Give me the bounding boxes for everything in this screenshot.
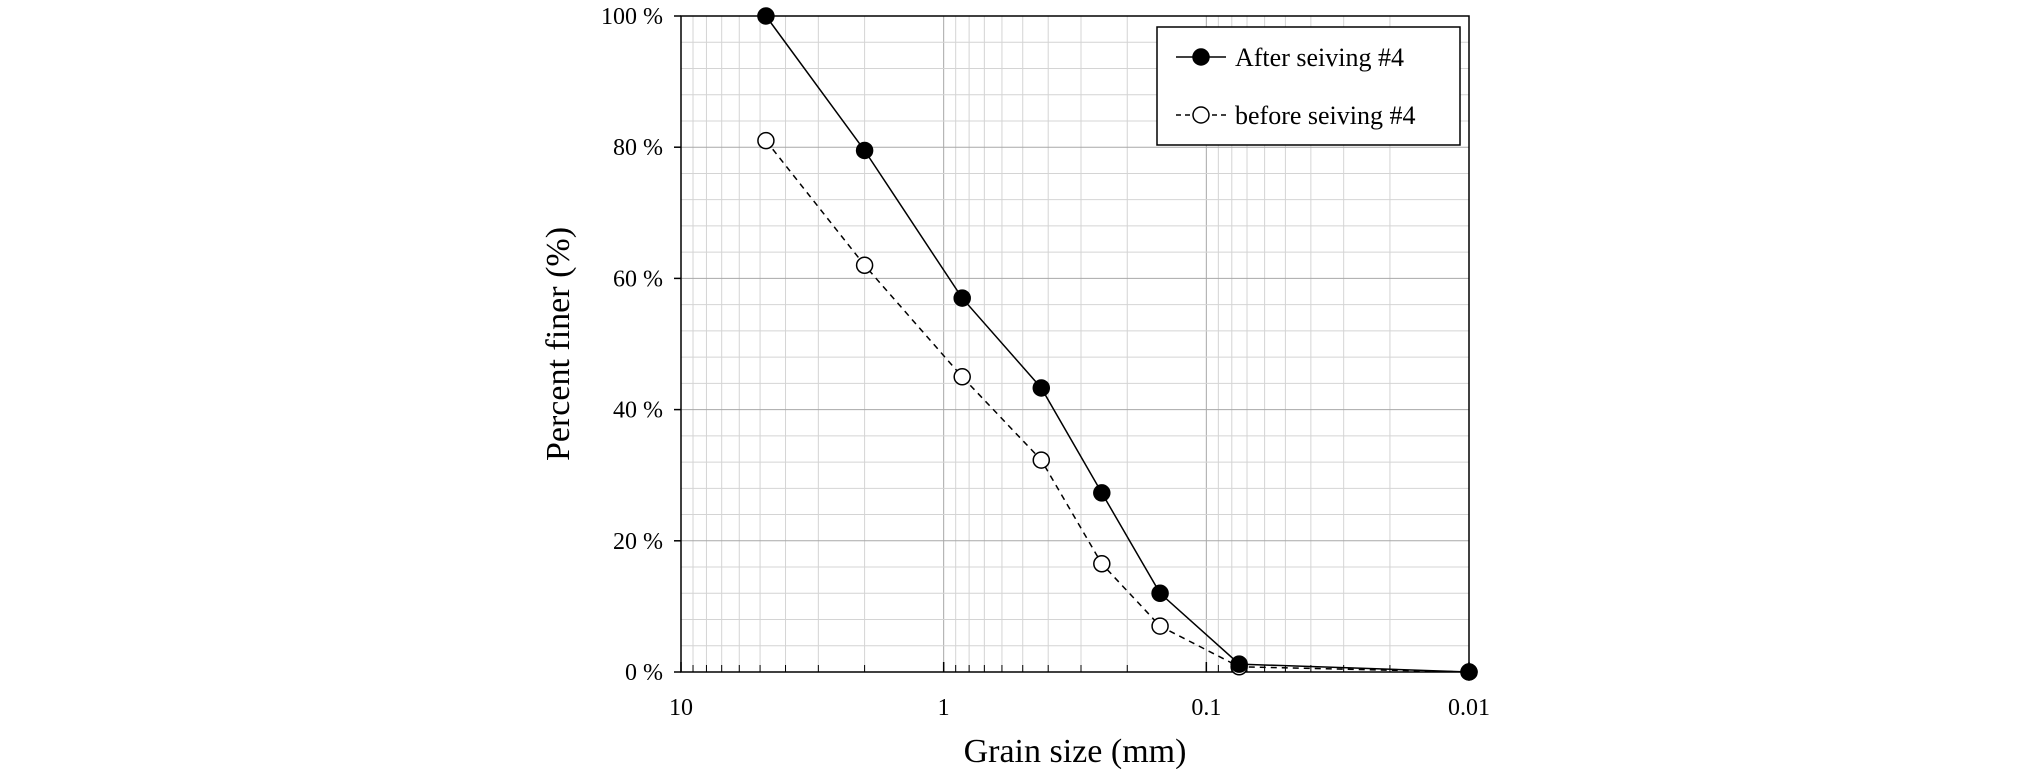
y-tick-label: 100 % bbox=[601, 4, 663, 30]
x-tick-label: 0.1 bbox=[1191, 695, 1221, 721]
data-point-after bbox=[1151, 584, 1169, 603]
series bbox=[757, 7, 1478, 681]
data-point-after bbox=[757, 7, 775, 25]
data-point-before bbox=[1032, 451, 1051, 469]
legend-marker-before bbox=[1192, 106, 1210, 124]
data-point-before bbox=[1093, 555, 1111, 573]
axis-ticks: 0 % 20 % 40 % 60 % 80 % 100 % 10 1 0.1 0.01 bbox=[601, 4, 1490, 721]
legend: After seiving #4 before seiving #4 bbox=[1156, 26, 1461, 146]
y-tick-label: 40 % bbox=[613, 398, 663, 424]
data-point-after bbox=[1460, 663, 1478, 681]
data-point-before bbox=[757, 131, 775, 150]
data-point-before bbox=[953, 368, 971, 386]
legend-label-before: before seiving #4 bbox=[1235, 101, 1416, 130]
data-point-after bbox=[953, 289, 971, 307]
x-tick-label: 10 bbox=[669, 695, 693, 721]
series-line-after bbox=[765, 15, 1470, 673]
data-point-after bbox=[1032, 379, 1051, 397]
x-tick-label: 0.01 bbox=[1448, 695, 1490, 721]
data-point-after bbox=[1093, 484, 1111, 502]
x-axis-title: Grain size (mm) bbox=[964, 733, 1187, 769]
data-point-after bbox=[1230, 655, 1248, 673]
y-tick-label: 80 % bbox=[613, 135, 663, 161]
legend-label-after: After seiving #4 bbox=[1235, 43, 1404, 72]
y-tick-label: 60 % bbox=[613, 266, 663, 292]
x-tick-label: 1 bbox=[938, 695, 950, 721]
y-axis-title: Percent finer (%) bbox=[540, 227, 577, 461]
legend-box bbox=[1156, 26, 1461, 146]
data-point-before bbox=[1151, 617, 1169, 635]
data-point-after bbox=[855, 141, 874, 160]
series-line-before bbox=[765, 140, 1470, 673]
plot-frame bbox=[680, 15, 1470, 673]
y-tick-label: 0 % bbox=[625, 660, 663, 686]
y-tick-label: 20 % bbox=[613, 529, 663, 555]
data-point-before bbox=[855, 256, 874, 275]
legend-marker-after bbox=[1192, 48, 1210, 66]
